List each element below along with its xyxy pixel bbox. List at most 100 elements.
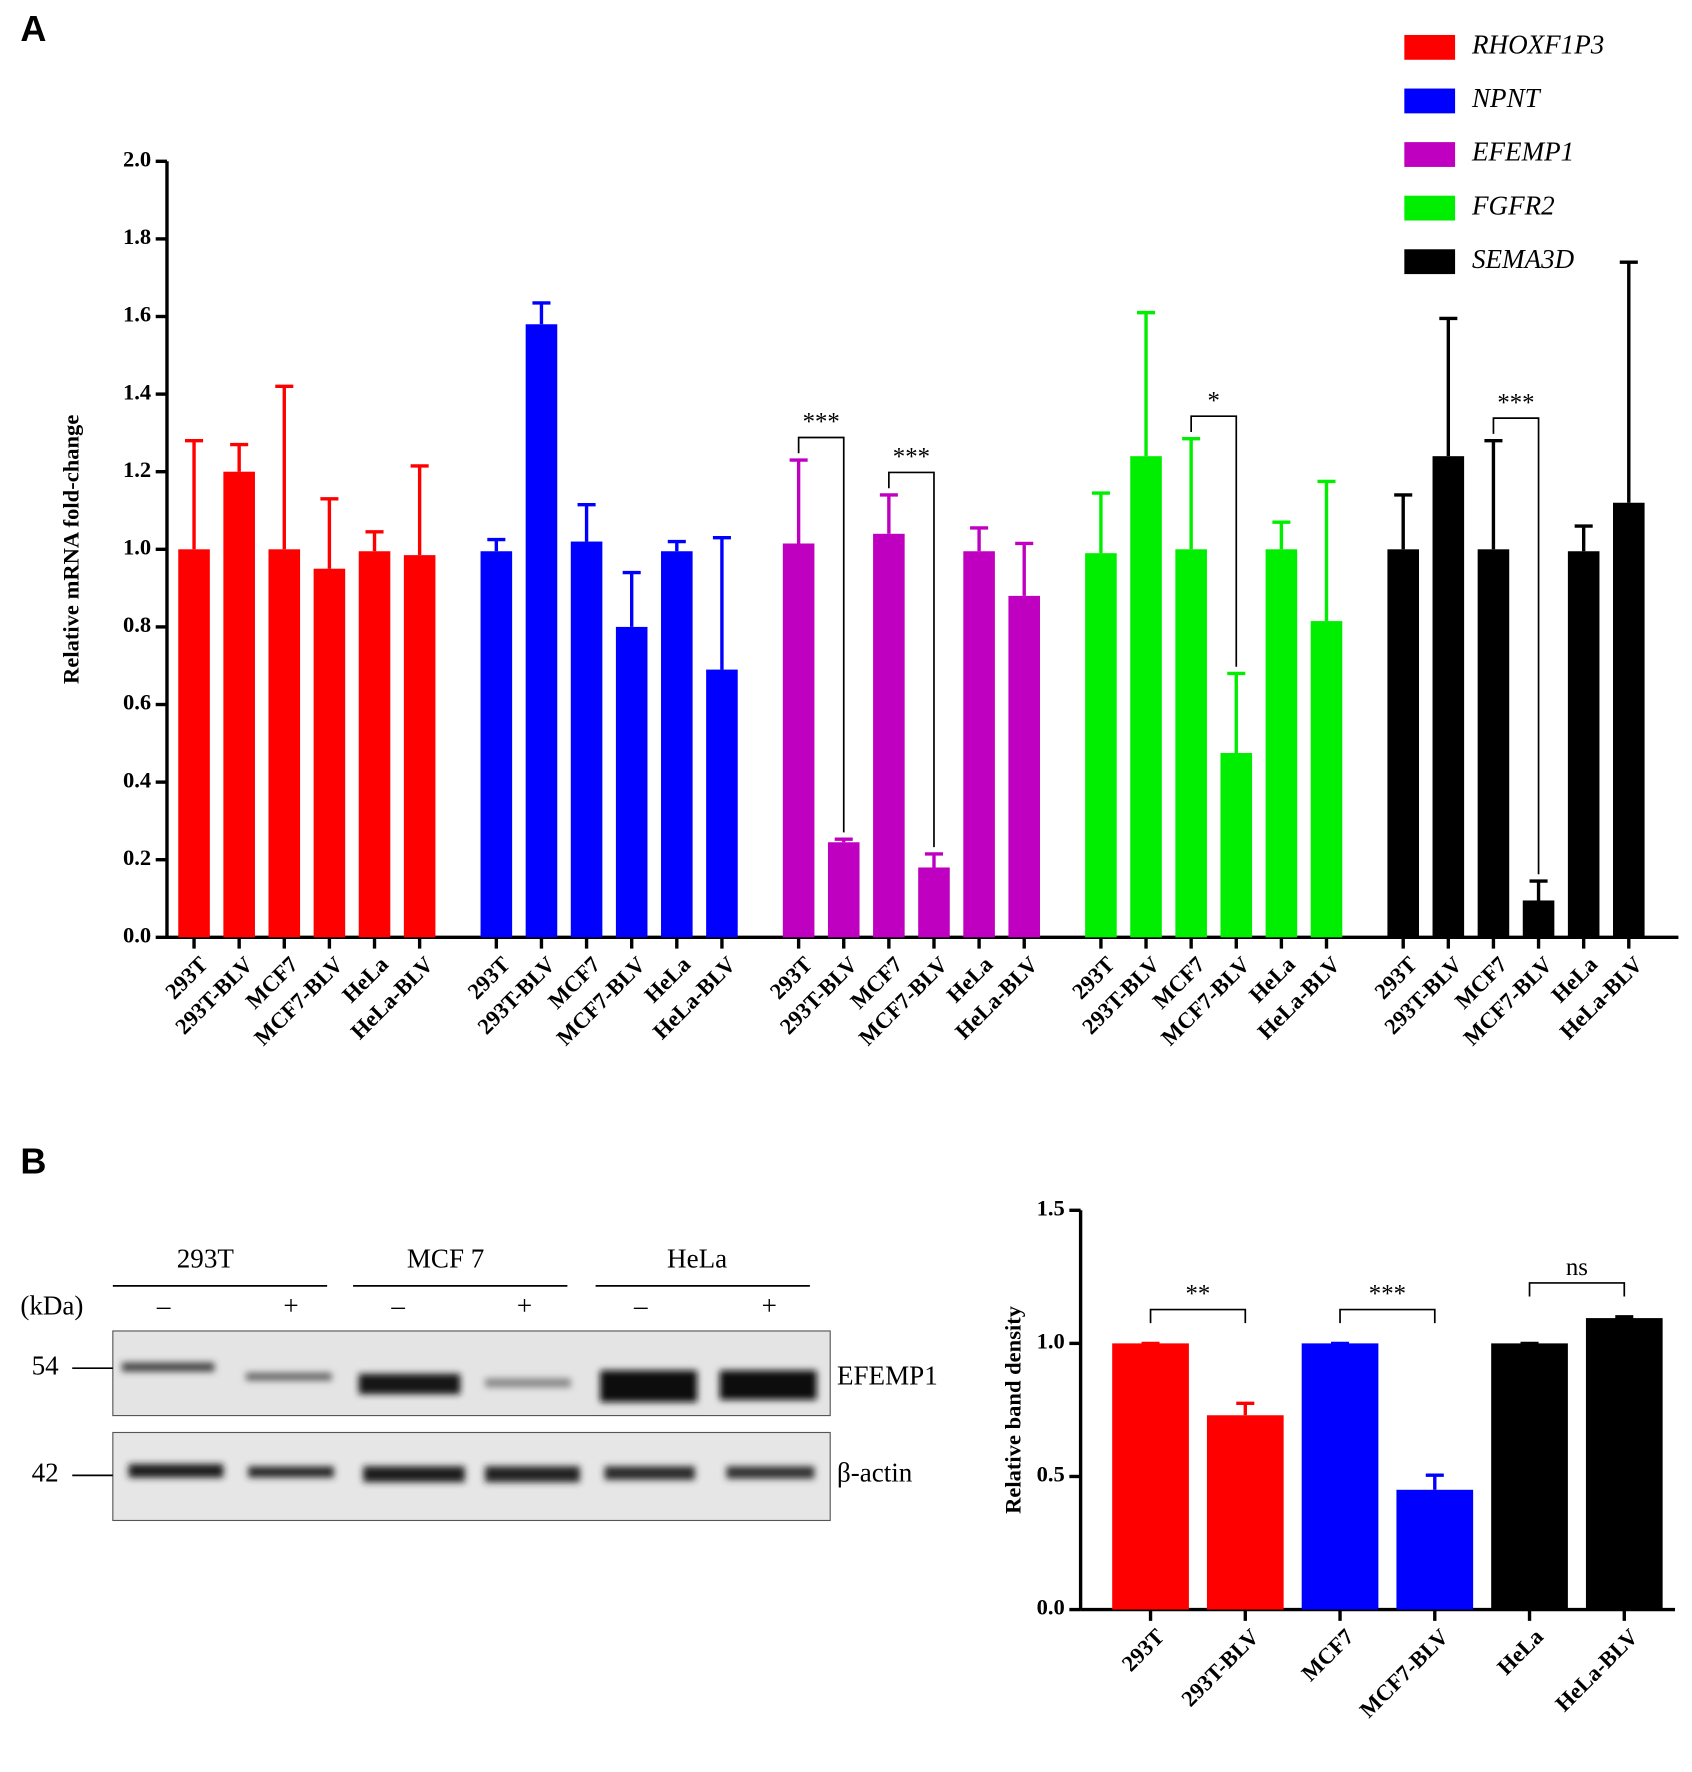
unit-label: (kDa)	[20, 1291, 83, 1321]
error-bar	[532, 301, 551, 325]
error-bar	[1439, 316, 1458, 457]
error-bar	[1484, 438, 1503, 550]
x-tick-label: 293T	[1117, 1624, 1169, 1676]
blot-group: MCF 7	[407, 1243, 484, 1273]
error-bar	[970, 526, 989, 552]
western-blot: 293T MCF 7 HeLa (kDa) – + – + – + 54	[20, 1243, 938, 1522]
error-bar	[1619, 260, 1638, 503]
y-tick-label: 1.0	[123, 534, 151, 559]
bar	[403, 555, 436, 938]
y-tick-label: 0.0	[123, 922, 151, 947]
error-bar	[410, 464, 429, 556]
band	[719, 1370, 817, 1400]
error-bar	[1574, 524, 1593, 552]
y-tick-label: 0.4	[123, 767, 151, 792]
bar	[963, 551, 995, 938]
bar	[1522, 900, 1555, 938]
bar	[1396, 1489, 1474, 1610]
y-tick-label: 1.4	[123, 379, 151, 404]
significance-label: ***	[893, 444, 930, 471]
band	[248, 1466, 334, 1478]
bar	[480, 551, 513, 938]
error-bar	[879, 493, 898, 534]
significance-bracket	[1492, 417, 1540, 875]
protein-label: β-actin	[837, 1458, 913, 1488]
significance-label: ***	[1369, 1281, 1406, 1308]
bar	[223, 471, 255, 938]
blot-group: 293T	[177, 1243, 235, 1273]
bar	[1477, 549, 1510, 938]
band	[363, 1466, 465, 1483]
error-bar	[1272, 520, 1291, 550]
error-bar	[924, 852, 944, 868]
y-tick-label: 1.0	[1037, 1329, 1065, 1354]
error-bar	[1227, 671, 1246, 754]
band	[600, 1370, 698, 1403]
bar	[873, 533, 905, 938]
bar	[661, 551, 693, 938]
error-bar	[1137, 310, 1156, 457]
legend-label: EFEMP1	[1471, 137, 1574, 167]
y-tick-label: 0.6	[123, 690, 151, 715]
bar	[615, 626, 648, 938]
y-axis-label: Relative band density	[1000, 1305, 1025, 1514]
significance-label: **	[1186, 1281, 1211, 1308]
band	[604, 1466, 695, 1480]
significance-bracket	[888, 471, 935, 848]
bar	[1112, 1343, 1189, 1610]
significance-bracket	[1339, 1308, 1436, 1324]
bar	[706, 669, 738, 938]
band	[358, 1373, 461, 1395]
bar	[1310, 621, 1343, 938]
bar	[1585, 1318, 1663, 1610]
x-tick-label: MCF7-BLV	[1355, 1623, 1454, 1722]
lane-label: –	[156, 1291, 171, 1321]
y-tick-label: 1.6	[123, 302, 151, 327]
lane-label: +	[283, 1291, 298, 1321]
error-bar	[1091, 491, 1110, 554]
bar	[1301, 1343, 1379, 1610]
bar	[178, 549, 210, 938]
legend-swatch	[1404, 34, 1456, 60]
bar	[313, 568, 346, 938]
error-bar	[667, 539, 686, 552]
error-bar	[1015, 541, 1034, 596]
band	[726, 1466, 815, 1479]
bar	[782, 543, 815, 938]
error-bar	[834, 837, 853, 843]
y-tick-label: 0.2	[123, 845, 151, 870]
significance-label: *	[1208, 387, 1220, 414]
bands	[121, 1362, 817, 1483]
band	[245, 1372, 332, 1381]
error-bar	[1317, 479, 1336, 622]
error-bar	[712, 535, 731, 670]
marker-label: 42	[32, 1458, 59, 1488]
bar	[1008, 595, 1041, 938]
y-tick-label: 0.8	[123, 612, 151, 637]
bar	[1130, 456, 1162, 938]
bar	[1567, 551, 1600, 938]
y-tick-label: 1.8	[123, 224, 151, 249]
error-bar	[487, 537, 506, 552]
band	[485, 1466, 580, 1483]
error-bar	[1394, 493, 1413, 550]
error-bar	[1529, 879, 1548, 901]
lane-label: +	[762, 1291, 777, 1321]
protein-label: EFEMP1	[837, 1361, 938, 1391]
significance-label: ***	[1497, 389, 1534, 416]
significance-bracket	[1190, 415, 1238, 667]
error-bar	[185, 438, 204, 550]
legend-swatch	[1404, 249, 1456, 275]
significance-bracket	[1528, 1282, 1626, 1297]
significance-bracket	[1149, 1308, 1247, 1324]
bar	[570, 541, 603, 938]
band	[121, 1362, 215, 1372]
y-tick-label: 2.0	[123, 146, 151, 171]
error-bar	[365, 530, 384, 552]
lane-label: –	[633, 1291, 648, 1321]
error-bar	[1615, 1315, 1634, 1319]
bar	[1491, 1343, 1568, 1610]
bar	[1613, 502, 1645, 938]
bar	[918, 867, 950, 938]
